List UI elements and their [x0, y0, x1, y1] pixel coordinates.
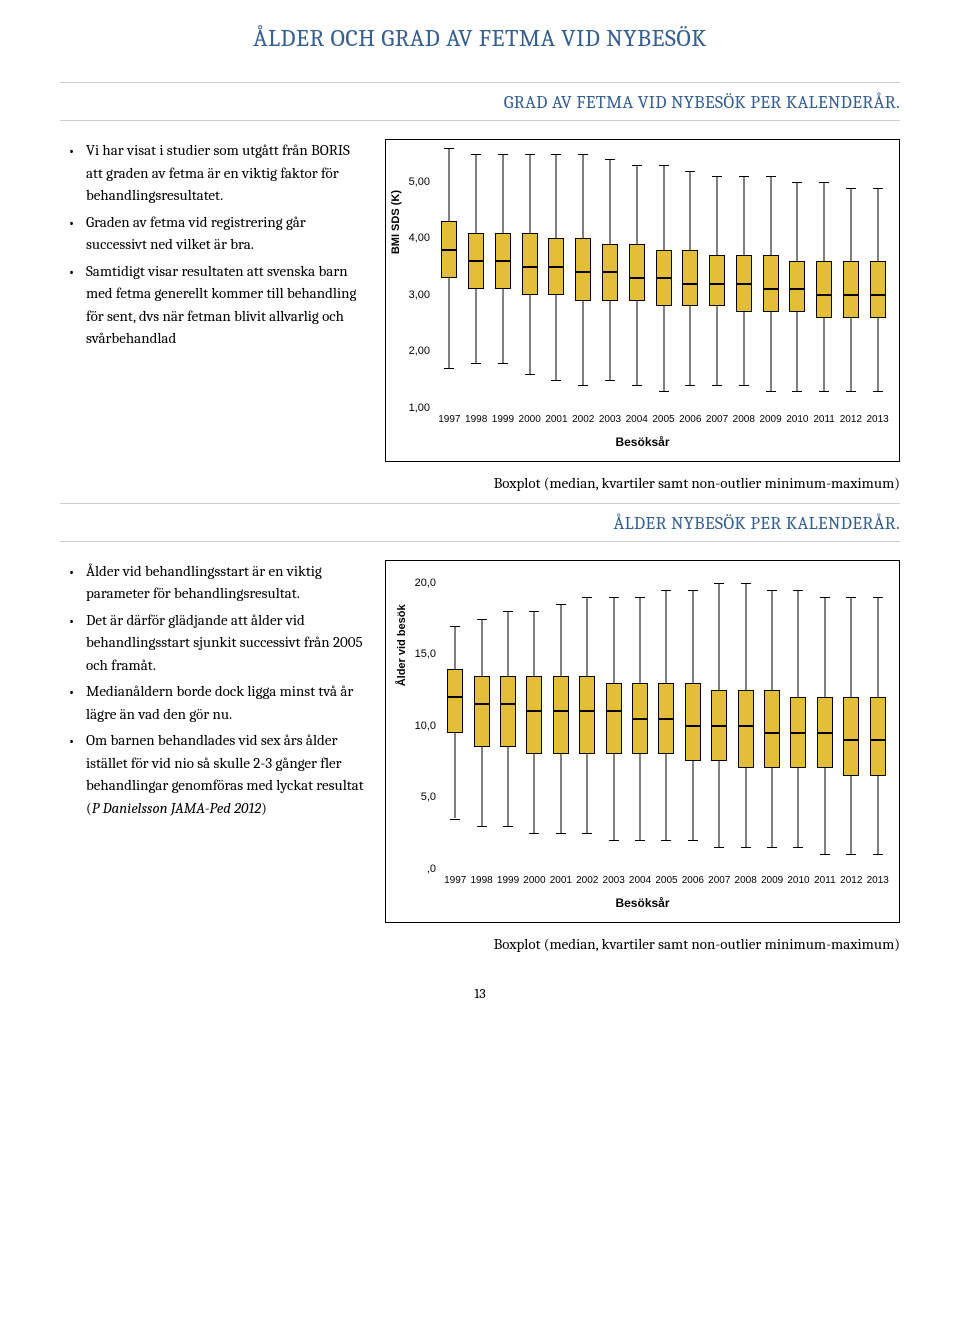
boxplot-item — [704, 148, 731, 408]
boxplot-item — [516, 148, 543, 408]
boxplot-item — [597, 148, 624, 408]
boxplot-item — [677, 148, 704, 408]
boxplot-item — [838, 569, 864, 869]
xtick-label: 2008 — [730, 412, 757, 427]
ytick-label: 3,00 — [409, 287, 430, 304]
boxplot-item — [436, 148, 463, 408]
xtick-label: 1998 — [468, 873, 494, 888]
bullet-list-1: Vi har visat i studier som utgått från B… — [60, 139, 365, 350]
ytick-label: ,0 — [427, 860, 436, 877]
boxplot-item — [757, 148, 784, 408]
page-number: 13 — [60, 983, 900, 1004]
boxplot-item — [865, 569, 891, 869]
boxplot-item — [864, 148, 891, 408]
boxplot-item — [784, 148, 811, 408]
list-item: Samtidigt visar resultaten att svenska b… — [60, 260, 365, 350]
boxplot-item — [837, 148, 864, 408]
section1-title: GRAD AV FETMA VID NYBESÖK PER KALENDERÅR… — [60, 82, 900, 121]
xtick-label: 2008 — [732, 873, 758, 888]
xtick-label: 2006 — [680, 873, 706, 888]
list-item: Om barnen behandlades vid sex års ålder … — [60, 729, 365, 819]
xtick-label: 2002 — [574, 873, 600, 888]
chart1-xlabel: Besöksår — [386, 427, 899, 461]
xtick-label: 2005 — [653, 873, 679, 888]
xtick-label: 2013 — [865, 873, 891, 888]
xtick-label: 2011 — [812, 873, 838, 888]
chart2-caption: Boxplot (median, kvartiler samt non-outl… — [60, 933, 900, 956]
ytick-label: 15,0 — [415, 646, 436, 663]
list-item: Graden av fetma vid registrering går suc… — [60, 211, 365, 256]
ytick-label: 1,00 — [409, 400, 430, 417]
boxplot-item — [600, 569, 626, 869]
boxplot-item — [468, 569, 494, 869]
xtick-label: 2013 — [864, 412, 891, 427]
boxplot-item — [570, 148, 597, 408]
xtick-label: 2003 — [597, 412, 624, 427]
xtick-label: 1997 — [442, 873, 468, 888]
boxplot-item — [521, 569, 547, 869]
list-item: Ålder vid behandlingsstart är en viktig … — [60, 560, 365, 605]
xtick-label: 2006 — [677, 412, 704, 427]
xtick-label: 1997 — [436, 412, 463, 427]
xtick-label: 2001 — [543, 412, 570, 427]
boxplot-item — [811, 148, 838, 408]
section2-title: ÅLDER NYBESÖK PER KALENDERÅR. — [60, 503, 900, 542]
boxplot-item — [653, 569, 679, 869]
boxplot-item — [463, 148, 490, 408]
xtick-label: 2004 — [627, 873, 653, 888]
xtick-label: 2011 — [811, 412, 838, 427]
ytick-label: 10,0 — [415, 717, 436, 734]
boxplot-item — [548, 569, 574, 869]
ytick-label: 2,00 — [409, 343, 430, 360]
xtick-label: 2012 — [837, 412, 864, 427]
xtick-label: 1999 — [490, 412, 517, 427]
chart-bmi-sds: BMI SDS (K) 1,002,003,004,005,00 1997199… — [385, 139, 900, 462]
xtick-label: 2007 — [704, 412, 731, 427]
boxplot-item — [627, 569, 653, 869]
xtick-label: 2001 — [548, 873, 574, 888]
chart2-xlabel: Besöksår — [386, 888, 899, 922]
chart1-caption: Boxplot (median, kvartiler samt non-outl… — [60, 472, 900, 495]
xtick-label: 2002 — [570, 412, 597, 427]
xtick-label: 2005 — [650, 412, 677, 427]
xtick-label: 2009 — [759, 873, 785, 888]
boxplot-item — [490, 148, 517, 408]
boxplot-item — [785, 569, 811, 869]
xtick-label: 2000 — [521, 873, 547, 888]
boxplot-item — [574, 569, 600, 869]
xtick-label: 1999 — [495, 873, 521, 888]
xtick-label: 2007 — [706, 873, 732, 888]
list-item: Det är därför glädjande att ålder vid be… — [60, 609, 365, 677]
boxplot-item — [495, 569, 521, 869]
xtick-label: 2004 — [623, 412, 650, 427]
xtick-label: 2010 — [784, 412, 811, 427]
ytick-label: 5,0 — [421, 789, 436, 806]
boxplot-item — [442, 569, 468, 869]
boxplot-item — [706, 569, 732, 869]
boxplot-item — [730, 148, 757, 408]
boxplot-item — [732, 569, 758, 869]
boxplot-item — [759, 569, 785, 869]
xtick-label: 1998 — [463, 412, 490, 427]
boxplot-item — [680, 569, 706, 869]
chart-age: Ålder vid besök ,05,010,015,020,0 199719… — [385, 560, 900, 923]
boxplot-item — [543, 148, 570, 408]
xtick-label: 2012 — [838, 873, 864, 888]
xtick-label: 2003 — [600, 873, 626, 888]
ytick-label: 5,00 — [409, 174, 430, 191]
page-title: ÅLDER OCH GRAD AV FETMA VID NYBESÖK — [60, 20, 900, 56]
xtick-label: 2000 — [516, 412, 543, 427]
xtick-label: 2010 — [785, 873, 811, 888]
ytick-label: 4,00 — [409, 230, 430, 247]
ytick-label: 20,0 — [415, 575, 436, 592]
boxplot-item — [623, 148, 650, 408]
bullet-list-2: Ålder vid behandlingsstart är en viktig … — [60, 560, 365, 820]
list-item: Vi har visat i studier som utgått från B… — [60, 139, 365, 207]
list-item: Medianåldern borde dock ligga minst två … — [60, 680, 365, 725]
xtick-label: 2009 — [757, 412, 784, 427]
boxplot-item — [812, 569, 838, 869]
boxplot-item — [650, 148, 677, 408]
